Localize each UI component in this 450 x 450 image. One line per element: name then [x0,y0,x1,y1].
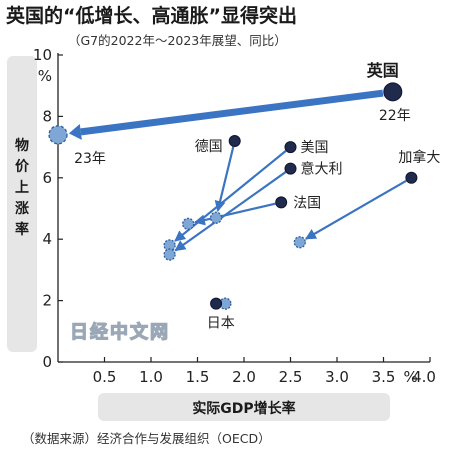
arrow-美国 [174,150,287,242]
y-axis-title-char: 上 [15,180,29,196]
x-tick-label: 1.0 [139,368,163,386]
plot-area: 0 2 4 6 8 10% 0.5 1.0 1.5 2.0 2.5 3.0 3.5 4.0% 英国 22年 23… [33,46,440,386]
source-note: （数据来源）经济合作与发展组织（OECD） [22,431,271,446]
label-germany: 德国 [195,139,223,155]
arrowhead-uk [68,123,82,140]
point-22-加拿大 [405,171,418,184]
y-tick-label: 8 [42,107,52,125]
point-23-英国 [48,125,68,145]
point-23-加拿大 [293,236,306,249]
point-22-德国 [228,134,241,147]
point-23-德国 [209,211,223,224]
arrow-德国 [214,146,235,212]
label-canada: 加拿大 [398,149,440,166]
point-23-法国 [182,217,195,231]
point-23-意大利 [163,248,176,261]
label-italy: 意大利 [301,161,343,178]
x-tick-label: 3.0 [325,368,349,386]
y-tick-label: 6 [42,169,52,187]
label-23: 23年 [74,151,106,167]
chart-subtitle: （G7的2022年～2023年展望、同比） [68,33,287,48]
y-axis-title-char: 率 [15,221,29,238]
point-22-法国 [275,196,288,209]
x-axis-title: 实际GDP增长率 [192,400,295,417]
y-axis-title-char: 涨 [15,201,29,217]
y-tick-label: 0 [42,353,52,371]
watermark: 日经中文网 [70,321,170,343]
x-tick-label: 2.5 [279,368,303,386]
x-tick-label: 2.0 [232,368,256,386]
y-unit-label: % [38,67,52,85]
label-usa: 美国 [301,140,329,156]
arrow-意大利 [174,171,287,252]
label-france: 法国 [293,195,321,211]
y-axis-title-panel [7,56,37,352]
x-tick-label: 3.5 [372,368,396,386]
y-axis-title: 物价上涨率 [15,137,30,238]
arrow-法国 [193,202,276,226]
point-22-英国 [383,82,403,102]
label-japan: 日本 [207,316,235,332]
chart-title: 英国的“低增长、高通胀”显得突出 [6,4,297,27]
x-tick-label: 4.0 [412,368,436,386]
y-axis-title-char: 物 [15,137,29,154]
point-23-日本 [219,297,232,310]
point-22-日本 [210,297,223,310]
arrow-uk [80,89,384,136]
point-22-意大利 [284,162,297,175]
y-tick-label: 10 [33,46,52,64]
label-22: 22年 [379,108,411,124]
y-tick-label: 4 [42,230,52,248]
y-axis-title-char: 价 [15,159,30,175]
x-tick-label: 1.5 [186,368,210,386]
x-axis-title-panel [98,393,390,421]
x-unit-label: % [404,368,418,386]
x-tick-label: 0.5 [93,368,117,386]
point-22-美国 [284,141,297,154]
y-tick-label: 2 [42,292,52,310]
arrow-加拿大 [304,179,407,240]
label-uk: 英国 [366,61,399,80]
